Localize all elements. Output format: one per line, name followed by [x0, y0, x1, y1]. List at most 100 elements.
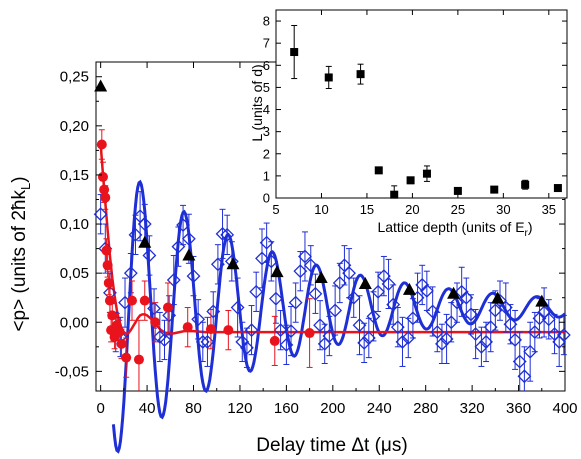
black-triangle-point	[314, 271, 328, 284]
black-triangle-point	[447, 286, 461, 299]
blue-diamond-point	[512, 354, 527, 369]
inset-x-tick-label: 35	[542, 202, 556, 217]
blue-diamond-point	[279, 337, 294, 352]
blue-diamond-point	[244, 323, 259, 338]
inset-y-tick-label: 7	[263, 36, 270, 51]
blue-diamond-point	[200, 334, 215, 349]
red-circle-point	[269, 335, 280, 346]
blue-diamond-point	[410, 290, 425, 305]
blue-diamond-point	[322, 329, 337, 343]
main-x-axis-label: Delay time Δt (μs)	[256, 435, 407, 456]
blue-diamond-point	[147, 301, 161, 316]
inset-x-tick-label: 15	[360, 202, 374, 217]
x-tick-label: 0	[96, 400, 104, 417]
main-y-axis-label: <p> (units of 2ħkL)	[9, 176, 33, 331]
black-triangle-point	[535, 294, 549, 307]
blue-diamond-point	[357, 335, 372, 350]
blue-diamond-point	[483, 320, 498, 335]
blue-diamond-point	[273, 323, 288, 338]
inset-y-tick-label: 4	[263, 102, 270, 117]
x-tick-label: 360	[506, 400, 531, 417]
red-circle-point	[182, 322, 193, 333]
x-tick-label: 240	[367, 400, 392, 417]
inset-square-point	[490, 185, 499, 194]
blue-diamond-point	[186, 269, 201, 284]
blue-diamond-point	[474, 339, 489, 354]
black-triangle-point	[491, 291, 505, 304]
inset-data-marks	[290, 24, 562, 199]
red-circle-point	[139, 295, 150, 306]
blue-diamond-point	[181, 231, 196, 246]
y-tick-label: 0,05	[60, 265, 89, 282]
blue-diamond-point	[450, 295, 464, 310]
blue-diamond-point	[406, 311, 420, 326]
y-tick-label: 0,10	[60, 216, 89, 233]
main-data-marks	[93, 79, 571, 391]
blue-diamond-point	[157, 333, 172, 347]
red-circle-point	[133, 354, 144, 365]
blue-diamond-point	[527, 325, 542, 339]
inset-y-tick-label: 3	[263, 124, 270, 139]
red-circle-point	[102, 260, 113, 271]
blue-diamond-point	[313, 318, 327, 333]
blue-diamond-point	[415, 278, 430, 292]
blue-diamond-point	[332, 276, 347, 290]
blue-diamond-point	[215, 226, 230, 241]
red-circle-point	[150, 317, 161, 328]
inset-plot: 5 10 15 20 25 30 35 0 1 2 3 4 5 6 7 8 Lattice depth (un…	[249, 9, 568, 239]
blue-diamond-point	[439, 332, 454, 346]
blue-diamond-point	[288, 295, 303, 310]
inset-square-point	[521, 180, 530, 189]
red-circle-point	[116, 338, 127, 349]
inset-y-tick-label: 0	[263, 191, 270, 206]
blue-diamond-point	[162, 308, 177, 323]
blue-diamond-point	[259, 235, 274, 250]
x-tick-label: 280	[413, 400, 438, 417]
red-circle-point	[97, 171, 108, 182]
blue-diamond-point	[239, 340, 254, 355]
x-tick-label: 400	[552, 400, 577, 417]
red-circle-point	[96, 139, 107, 150]
inset-x-tick-label: 10	[314, 202, 328, 217]
blue-diamond-point	[328, 303, 343, 318]
x-tick-label: 160	[274, 400, 299, 417]
inset-y-tick-label: 6	[263, 58, 270, 73]
blue-diamond-point	[381, 277, 396, 291]
blue-diamond-point	[479, 334, 493, 349]
blue-diamond-point	[459, 290, 474, 305]
blue-diamond-point	[308, 286, 323, 301]
red-circle-point	[304, 328, 315, 339]
blue-diamond-point	[556, 328, 571, 342]
black-triangle-point	[138, 235, 152, 248]
inset-square-point	[290, 48, 299, 57]
inset-x-tick-label: 5	[272, 202, 279, 217]
blue-diamond-point	[269, 291, 283, 306]
black-triangle-point	[402, 282, 416, 295]
x-tick-label: 120	[227, 400, 252, 417]
red-circle-point	[223, 325, 234, 336]
blue-diamond-point	[176, 218, 190, 232]
inset-y-tick-label: 5	[263, 80, 270, 95]
inset-x-tick-label: 20	[405, 202, 419, 217]
x-tick-label: 200	[320, 400, 345, 417]
blue-diamond-point	[195, 334, 210, 349]
blue-diamond-point	[401, 331, 416, 345]
blue-diamond-point	[303, 258, 318, 273]
blue-diamond-point	[464, 307, 478, 322]
main-y-axis-label-group: <p> (units of 2ħkL)	[9, 176, 33, 331]
inset-square-point	[406, 176, 415, 185]
black-triangle-point	[226, 257, 240, 270]
red-circle-point	[104, 295, 115, 306]
blue-diamond-point	[142, 248, 157, 263]
blue-diamond-point	[468, 327, 483, 341]
red-circle-point	[100, 192, 111, 203]
inset-y-tick-label: 1	[263, 168, 270, 183]
blue-diamond-point	[435, 336, 449, 351]
blue-diamond-point	[235, 334, 250, 349]
blue-diamond-point	[371, 284, 386, 299]
blue-diamond-point	[249, 284, 264, 299]
inset-x-axis-label: Lattice depth (units of Er)	[377, 219, 532, 239]
blue-diamond-point	[488, 303, 503, 318]
blue-diamond-point	[93, 207, 108, 222]
